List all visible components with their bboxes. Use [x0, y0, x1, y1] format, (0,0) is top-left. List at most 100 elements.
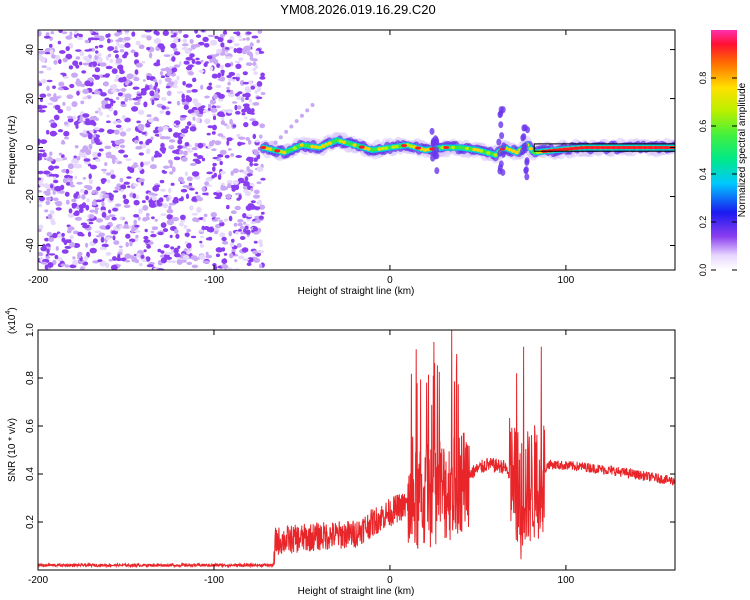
- noise-point: [186, 250, 191, 255]
- noise-point: [88, 48, 93, 52]
- noise-point: [120, 101, 126, 105]
- noise-point: [176, 100, 181, 106]
- noise-point: [242, 71, 248, 76]
- noise-point: [160, 188, 166, 192]
- noise-point: [256, 96, 263, 100]
- noise-point: [210, 107, 218, 113]
- noise-point: [226, 204, 230, 210]
- noise-point: [83, 185, 92, 189]
- noise-point: [82, 177, 87, 180]
- noise-point: [101, 211, 107, 218]
- noise-point: [226, 108, 233, 114]
- signal-band: [258, 102, 675, 181]
- band-core: [479, 149, 484, 153]
- noise-point: [38, 149, 46, 153]
- noise-point: [98, 35, 105, 42]
- noise-point: [55, 157, 61, 162]
- noise-point: [217, 72, 222, 79]
- noise-point: [150, 230, 155, 234]
- noise-point: [166, 209, 174, 214]
- noise-point: [76, 156, 81, 161]
- band-core: [303, 143, 308, 148]
- noise-point: [61, 86, 68, 89]
- band-faint: [310, 102, 315, 107]
- noise-point: [208, 82, 212, 86]
- noise-point: [151, 156, 155, 162]
- noise-point: [141, 131, 147, 135]
- noise-point: [195, 57, 200, 61]
- noise-point: [132, 97, 139, 101]
- y-ticks: 0.2 0.4 0.6 0.8 1.0: [25, 323, 675, 529]
- band-core: [408, 144, 414, 148]
- noise-point: [126, 127, 132, 131]
- noise-point: [159, 179, 165, 184]
- noise-point: [43, 170, 51, 175]
- noise-point: [219, 171, 226, 175]
- noise-point: [136, 120, 141, 124]
- noise-point: [112, 158, 116, 165]
- noise-point: [89, 30, 93, 34]
- noise-point: [192, 158, 200, 162]
- noise-point: [39, 93, 47, 98]
- noise-point: [136, 252, 141, 258]
- noise-point: [183, 60, 190, 65]
- noise-point: [118, 127, 124, 131]
- noise-point: [251, 35, 259, 39]
- noise-point: [259, 123, 266, 129]
- noise-point: [241, 247, 249, 253]
- noise-point: [245, 181, 250, 188]
- noise-point: [172, 30, 177, 33]
- band-core: [391, 145, 396, 149]
- noise-point: [143, 239, 151, 244]
- noise-point: [219, 64, 224, 70]
- colorbar-gradient: [711, 30, 737, 270]
- noise-scatter: [38, 30, 266, 270]
- band-core: [482, 150, 488, 154]
- noise-point: [252, 102, 260, 106]
- noise-point: [135, 146, 143, 150]
- noise-point: [192, 98, 198, 104]
- noise-point: [210, 39, 218, 46]
- noise-point: [65, 264, 70, 268]
- noise-point: [114, 186, 121, 191]
- noise-point: [199, 240, 203, 244]
- noise-point: [221, 116, 225, 121]
- noise-point: [143, 249, 147, 253]
- noise-point: [221, 48, 226, 51]
- noise-point: [38, 104, 43, 110]
- noise-point: [164, 77, 172, 83]
- noise-point: [99, 193, 104, 199]
- noise-point: [106, 172, 111, 176]
- band-burst: [498, 121, 504, 129]
- noise-point: [212, 113, 217, 117]
- noise-point: [120, 184, 127, 190]
- noise-point: [98, 44, 104, 48]
- noise-point: [58, 190, 65, 194]
- noise-point: [124, 42, 131, 48]
- noise-point: [246, 166, 250, 171]
- noise-point: [250, 200, 256, 204]
- noise-point: [167, 101, 172, 104]
- noise-point: [173, 247, 179, 254]
- noise-point: [191, 197, 198, 202]
- noise-point: [203, 43, 210, 48]
- noise-point: [196, 117, 200, 123]
- noise-point: [38, 196, 46, 202]
- figure-title: YM08.2026.019.16.29.C20: [280, 2, 435, 17]
- band-core: [282, 150, 287, 155]
- noise-point: [165, 85, 171, 89]
- noise-point: [95, 117, 99, 121]
- noise-point: [235, 47, 244, 54]
- noise-point: [161, 148, 166, 154]
- noise-point: [97, 259, 103, 262]
- noise-point: [89, 247, 97, 254]
- noise-point: [229, 242, 235, 248]
- noise-point: [169, 234, 173, 239]
- noise-point: [38, 190, 43, 193]
- noise-point: [97, 152, 102, 157]
- noise-point: [38, 177, 42, 181]
- noise-point: [168, 205, 172, 211]
- noise-point: [139, 126, 144, 132]
- noise-point: [118, 248, 124, 253]
- noise-point: [113, 190, 119, 193]
